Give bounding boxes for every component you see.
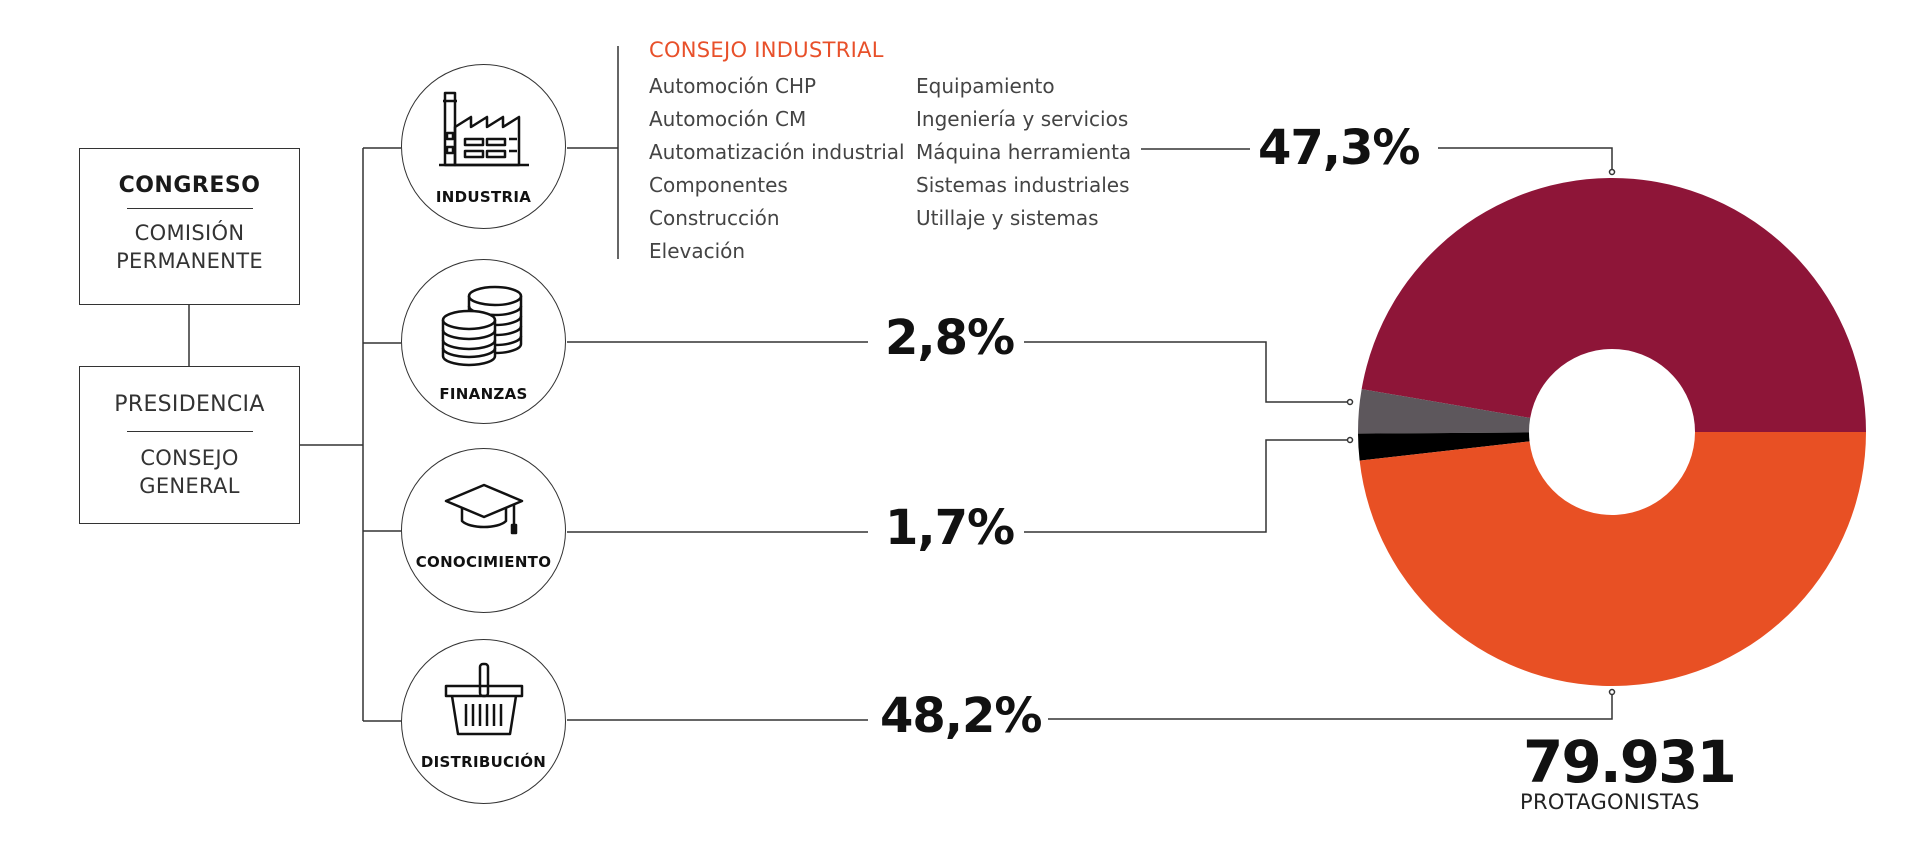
sector-conocimiento: CONOCIMIENTO: [401, 448, 566, 613]
list-item: Ingeniería y servicios: [916, 107, 1129, 131]
consejo-list-column-2: Equipamiento Ingeniería y servicios Máqu…: [916, 70, 1131, 235]
list-item: Máquina herramienta: [916, 140, 1132, 164]
congreso-title: CONGRESO: [118, 173, 261, 198]
list-item: Automatización industrial: [649, 140, 905, 164]
sector-label-conocimiento: CONOCIMIENTO: [415, 553, 552, 571]
sector-label-finanzas: FINANZAS: [439, 385, 528, 403]
percent-distribucion: 48,2%: [880, 688, 1043, 744]
consejo-general-label-2: GENERAL: [139, 474, 240, 498]
percent-industria: 47,3%: [1258, 120, 1421, 176]
presidencia-box: PRESIDENCIA CONSEJO GENERAL: [79, 366, 300, 524]
divider: [126, 208, 253, 209]
donut-slice-3: [1358, 432, 1530, 461]
percent-finanzas: 2,8%: [885, 310, 1015, 366]
basket-icon: [402, 660, 565, 745]
sector-distribucion: DISTRIBUCIÓN: [401, 639, 566, 804]
total-number: 79.931: [1523, 728, 1737, 796]
sector-label-industria: INDUSTRIA: [435, 188, 532, 206]
graduation-cap-icon: [402, 481, 565, 542]
coins-icon: [402, 284, 565, 375]
list-item: Automoción CHP: [649, 74, 817, 98]
percent-conocimiento: 1,7%: [885, 500, 1015, 556]
divider: [126, 431, 253, 432]
list-item: Equipamiento: [916, 74, 1055, 98]
consejo-general-label-1: CONSEJO: [140, 446, 239, 470]
congreso-box: CONGRESO COMISIÓN PERMANENTE: [79, 148, 300, 305]
consejo-industrial-title: CONSEJO INDUSTRIAL: [649, 38, 884, 62]
total-label: PROTAGONISTAS: [1520, 790, 1700, 814]
sector-industria: INDUSTRIA: [401, 64, 566, 229]
list-item: Elevación: [649, 239, 746, 263]
list-item: Sistemas industriales: [916, 173, 1130, 197]
comision-label-1: COMISIÓN: [134, 221, 245, 245]
list-item: Automoción CM: [649, 107, 807, 131]
donut-slice-1: [1361, 178, 1866, 432]
comision-label-2: PERMANENTE: [116, 249, 263, 273]
donut-slice-4: [1359, 432, 1866, 686]
donut-slice-2: [1358, 389, 1531, 434]
list-item: Construcción: [649, 206, 780, 230]
sector-label-distribucion: DISTRIBUCIÓN: [420, 753, 547, 771]
list-item: Componentes: [649, 173, 788, 197]
presidencia-title: PRESIDENCIA: [114, 392, 265, 417]
sector-finanzas: FINANZAS: [401, 259, 566, 424]
consejo-list-column-1: Automoción CHP Automoción CM Automatizac…: [649, 70, 905, 268]
factory-icon: [402, 89, 565, 174]
list-item: Utillaje y sistemas: [916, 206, 1099, 230]
